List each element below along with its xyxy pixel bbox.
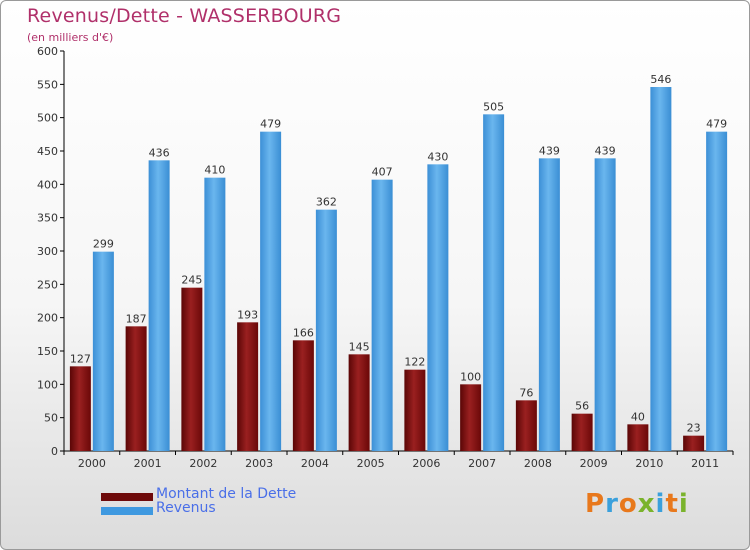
bar-revenus xyxy=(538,158,560,452)
bar-revenus xyxy=(427,164,449,452)
bar-debt xyxy=(515,400,537,451)
bar-revenus xyxy=(92,251,114,451)
bar-value-label: 479 xyxy=(260,118,281,131)
logo-letter: r xyxy=(605,489,619,519)
bar-value-label: 23 xyxy=(687,422,701,435)
bar-value-label: 100 xyxy=(460,370,481,383)
bar-value-label: 362 xyxy=(316,196,337,209)
y-tick-label: 250 xyxy=(37,278,58,291)
bar-value-label: 245 xyxy=(181,274,202,287)
y-tick-label: 350 xyxy=(37,212,58,225)
bar-revenus xyxy=(315,209,337,451)
x-tick-label: 2004 xyxy=(301,457,329,470)
bar-value-label: 439 xyxy=(539,144,560,157)
bar-revenus xyxy=(594,158,616,452)
bar-debt xyxy=(69,366,91,451)
y-tick-label: 600 xyxy=(37,45,58,58)
y-tick-label: 500 xyxy=(37,112,58,125)
x-tick-label: 2008 xyxy=(524,457,552,470)
legend-label-debt: Montant de la Dette xyxy=(156,486,297,502)
bar-value-label: 40 xyxy=(631,410,645,423)
bar-debt xyxy=(404,369,426,451)
bar-value-label: 546 xyxy=(650,73,671,86)
legend-label-revenus: Revenus xyxy=(156,500,216,516)
x-tick-label: 2000 xyxy=(78,457,106,470)
logo-letter: i xyxy=(655,489,666,519)
bar-debt xyxy=(181,287,203,451)
bar-value-label: 122 xyxy=(404,356,425,369)
bar-value-label: 127 xyxy=(70,352,91,365)
chart-data-labels: 127 299 187 436 245 410 193 479 166 362 145 407 122 4… xyxy=(70,73,727,435)
x-tick-label: 2005 xyxy=(357,457,385,470)
bar-debt xyxy=(292,340,314,451)
bar-value-label: 187 xyxy=(126,312,147,325)
bar-debt xyxy=(571,413,593,451)
y-tick-label: 200 xyxy=(37,312,58,325)
bar-revenus xyxy=(148,160,170,452)
bar-value-label: 56 xyxy=(575,400,589,413)
bar-value-label: 505 xyxy=(483,100,504,113)
x-tick-label: 2002 xyxy=(189,457,217,470)
logo-letter: o xyxy=(618,489,638,519)
x-tick-label: 2010 xyxy=(635,457,663,470)
bar-value-label: 76 xyxy=(519,386,533,399)
x-tick-label: 2009 xyxy=(580,457,608,470)
legend-swatch-debt xyxy=(101,493,153,501)
bar-value-label: 479 xyxy=(706,118,727,131)
chart-title: Revenus/Dette - WASSERBOURG xyxy=(27,5,342,27)
bar-debt xyxy=(460,384,482,451)
chart-subtitle: (en milliers d'€) xyxy=(27,31,114,44)
bar-revenus xyxy=(371,179,393,451)
chart-bars xyxy=(69,87,728,452)
bar-value-label: 410 xyxy=(204,164,225,177)
logo-letter: x xyxy=(637,489,656,519)
bar-debt xyxy=(125,326,147,451)
bar-revenus xyxy=(204,177,226,451)
bar-value-label: 436 xyxy=(149,146,170,159)
y-tick-label: 400 xyxy=(37,178,58,191)
bar-value-label: 430 xyxy=(427,150,448,163)
y-tick-label: 150 xyxy=(37,345,58,358)
legend-swatch-revenus xyxy=(101,507,153,515)
bar-value-label: 407 xyxy=(372,166,393,179)
logo-letter: t xyxy=(665,489,679,519)
bar-debt xyxy=(237,322,259,451)
y-tick-label: 100 xyxy=(37,378,58,391)
proxiti-logo: Proxiti xyxy=(585,489,689,519)
bar-debt xyxy=(627,424,649,451)
bar-revenus xyxy=(260,131,282,451)
y-tick-label: 550 xyxy=(37,78,58,91)
x-tick-label: 2007 xyxy=(468,457,496,470)
bar-value-label: 145 xyxy=(349,340,370,353)
bar-value-label: 299 xyxy=(93,238,114,251)
bar-value-label: 193 xyxy=(237,308,258,321)
y-tick-label: 50 xyxy=(44,412,58,425)
bar-debt xyxy=(348,354,370,451)
x-tick-label: 2011 xyxy=(691,457,719,470)
y-tick-label: 300 xyxy=(37,245,58,258)
bar-revenus xyxy=(483,114,505,451)
bar-value-label: 439 xyxy=(595,144,616,157)
x-tick-label: 2006 xyxy=(412,457,440,470)
y-tick-label: 450 xyxy=(37,145,58,158)
logo-letter: P xyxy=(585,489,606,519)
chart-axes: 0 50 100 150 200 250 300 350 400 450 500 550 600 2000… xyxy=(37,45,734,470)
bar-value-label: 166 xyxy=(293,326,314,339)
y-tick-label: 0 xyxy=(51,445,58,458)
bar-revenus xyxy=(706,131,728,451)
bar-debt xyxy=(683,435,705,451)
bar-revenus xyxy=(650,87,672,451)
logo-letter: i xyxy=(678,489,689,519)
x-tick-label: 2003 xyxy=(245,457,273,470)
x-tick-label: 2001 xyxy=(134,457,162,470)
